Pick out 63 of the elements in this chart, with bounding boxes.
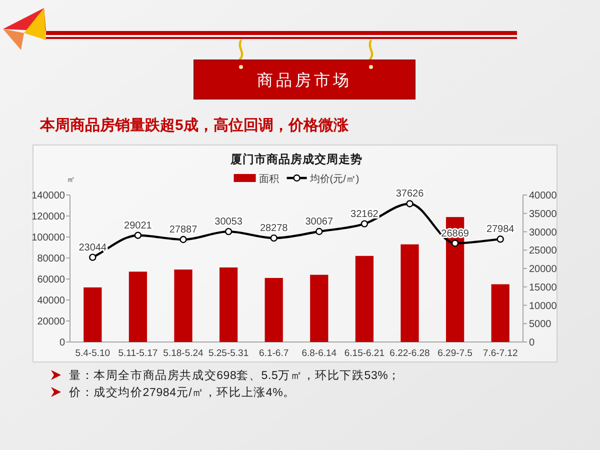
data-label: 27887 [169,224,198,236]
x-tick-label: 6.29-7.5 [438,348,472,359]
y-tick-label: 20000 [37,316,66,328]
x-tick-label: 5.11-5.17 [118,348,158,359]
data-label: 28278 [260,223,288,234]
bar [400,244,419,342]
y2-tick-label: 15000 [529,282,558,294]
chart-title: 厦门市商品房成交周走势 [230,152,362,166]
data-label: 27984 [486,224,515,236]
point [360,220,368,228]
point [496,236,504,243]
data-label: 37626 [396,188,424,200]
bar [355,256,374,342]
y-axis-title: ㎡ [67,175,75,184]
x-tick-label: 6.22-6.28 [390,348,430,359]
x-tick-label: 6.15-6.21 [344,348,385,359]
text: 商品房市场 [257,72,352,90]
y-tick-label: 100000 [32,232,66,244]
x-tick-label: 6.8-6.14 [302,348,337,359]
point [270,234,278,242]
point [180,236,187,244]
data-label: 30053 [214,216,243,228]
text: 价：成交均价27984元/㎡，环比上涨4%。 [68,385,296,399]
data-label: 32162 [350,208,379,220]
y2-tick-label: 10000 [529,300,558,312]
y2-tick-label: 35000 [529,208,558,220]
y2-tick-label: 40000 [529,190,558,202]
data-label: 23044 [78,242,107,254]
bar [491,284,510,342]
bar [310,274,328,342]
point [134,232,142,239]
point [451,240,459,247]
bar [128,272,148,342]
point [316,228,323,236]
bar [174,270,192,342]
y-tick-label: 140000 [32,190,66,202]
text: 量：本周全市商品房共成交698套、5.5万㎡，环比下跌53%； [69,368,400,382]
point [406,200,414,208]
y2-tick-label: 0 [529,338,535,348]
legend-label: 均价(元/㎡) [308,173,360,185]
data-label: 29021 [124,220,152,232]
y-tick-label: 60000 [37,274,66,286]
data-label: 30067 [305,216,334,228]
x-tick-label: 6.1-6.7 [259,348,289,359]
y2-tick-label: 30000 [529,227,558,238]
legend-label: 面积 [258,174,279,185]
text: 本周商品房销量跌超5成，高位回调，价格微涨 [39,116,350,134]
point [89,254,96,261]
x-tick-label: 5.18-5.24 [163,348,204,359]
point [224,228,232,236]
y-tick-label: 40000 [37,296,66,306]
y-tick-label: 120000 [32,212,66,222]
bar [219,267,238,342]
y-tick-label: 80000 [37,254,66,264]
y2-tick-label: 5000 [529,319,552,330]
y2-tick-label: 25000 [529,246,558,257]
y-tick-label: 0 [59,338,66,348]
y2-tick-label: 20000 [529,264,558,275]
x-tick-label: 5.4-5.10 [75,348,110,359]
x-tick-label: 7.6-7.12 [482,348,518,359]
bar [84,287,102,342]
x-tick-label: 5.25-5.31 [208,348,249,359]
bar [264,278,283,342]
